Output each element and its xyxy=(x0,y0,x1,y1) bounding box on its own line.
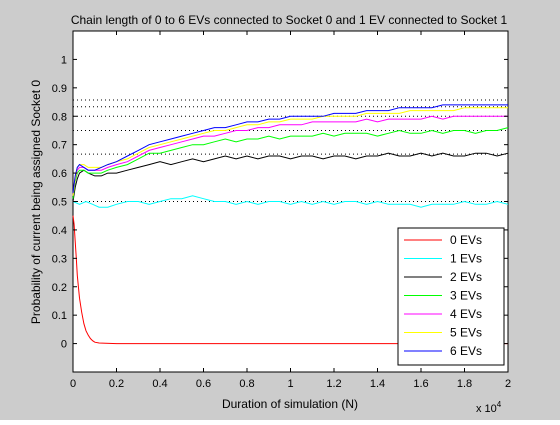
x-tick-label-3: 0.6 xyxy=(196,378,211,390)
y-tick-label-0: 0 xyxy=(61,339,67,351)
x-axis-multiplier-exponent: 4 xyxy=(497,400,502,409)
y-tick-label-5: 0.5 xyxy=(52,197,67,209)
y-tick-label-3: 0.3 xyxy=(52,253,67,265)
legend-label-0: 0 EVs xyxy=(450,233,482,247)
x-tick-label-6: 1.2 xyxy=(326,378,341,390)
legend-label-1: 1 EVs xyxy=(450,252,482,266)
series-line-6 xyxy=(72,104,508,194)
y-tick-label-6: 0.6 xyxy=(52,168,67,180)
x-tick-label-5: 1 xyxy=(287,378,293,390)
x-axis-label: Duration of simulation (N) xyxy=(222,397,358,411)
x-tick-label-0: 0 xyxy=(70,378,76,390)
y-axis-label: Probability of current being assigned So… xyxy=(29,80,43,324)
x-tick-label-4: 0.8 xyxy=(239,378,254,390)
x-tick-label-9: 1.8 xyxy=(457,378,472,390)
y-tick-label-7: 0.7 xyxy=(52,140,67,152)
x-tick-label-2: 0.4 xyxy=(152,378,167,390)
chart-title: Chain length of 0 to 6 EVs connected to … xyxy=(71,13,508,27)
y-tick-label-4: 0.4 xyxy=(52,225,67,237)
legend-label-5: 5 EVs xyxy=(450,326,482,340)
legend-label-4: 4 EVs xyxy=(450,307,482,321)
axis-ticks: 0 0.2 0.4 0.6 0.8 1 1.2 1.4 1.6 1.8 2 0 0.1 0.2 0.3 0.4… xyxy=(52,31,511,390)
x-tick-label-8: 1.6 xyxy=(413,378,428,390)
y-tick-label-8: 0.8 xyxy=(52,111,67,123)
series-line-3 xyxy=(72,127,509,199)
legend-label-2: 2 EVs xyxy=(450,270,482,284)
y-tick-label-2: 0.2 xyxy=(52,282,67,294)
series-line-1 xyxy=(72,195,509,208)
series-line-4 xyxy=(72,115,508,196)
y-tick-label-9: 0.9 xyxy=(52,83,67,95)
x-tick-label-7: 1.4 xyxy=(370,378,385,390)
x-axis-multiplier: x 104 xyxy=(476,400,502,415)
series-line-2 xyxy=(72,152,509,202)
legend-label-3: 3 EVs xyxy=(450,289,482,303)
series-lines xyxy=(72,104,509,345)
x-tick-label-10: 2 xyxy=(505,378,511,390)
legend-box xyxy=(397,227,505,366)
legend-label-6: 6 EVs xyxy=(450,344,482,358)
y-tick-label-1: 0.1 xyxy=(52,310,67,322)
reference-lines xyxy=(73,99,508,202)
legend: 0 EVs 1 EVs 2 EVs 3 EVs 4 EVs 5 EVs 6 EVs xyxy=(397,227,505,366)
x-axis-multiplier-base: x 10 xyxy=(476,403,497,415)
x-tick-label-1: 0.2 xyxy=(109,378,124,390)
y-tick-label-10: 1 xyxy=(61,54,67,66)
series-line-0 xyxy=(72,215,508,345)
